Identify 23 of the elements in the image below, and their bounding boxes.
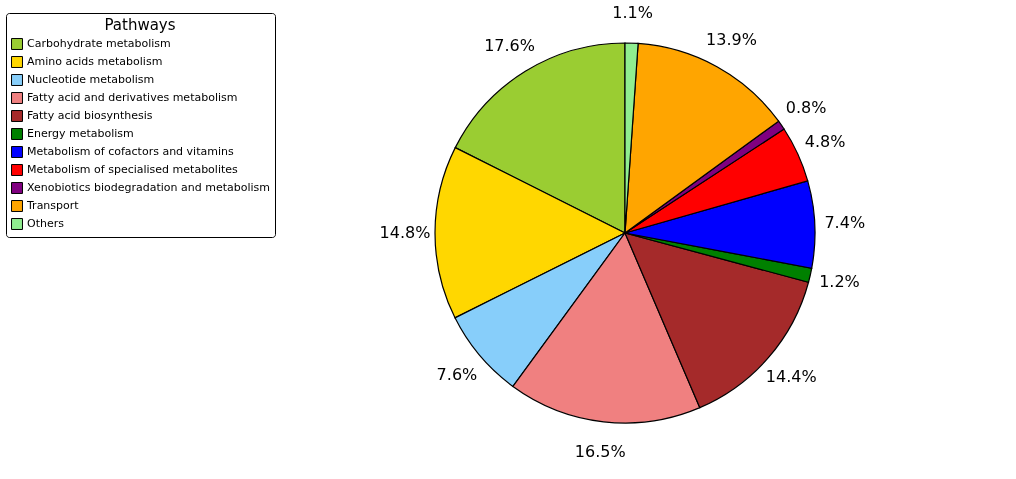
data-label: 7.6% (436, 364, 478, 384)
data-label: 14.4% (765, 367, 817, 387)
legend-label: Fatty acid and derivatives metabolism (27, 91, 238, 104)
data-label: 1.2% (819, 271, 860, 291)
data-label: 4.8% (804, 131, 846, 151)
legend-label: Metabolism of specialised metabolites (27, 163, 239, 176)
legend-title: Pathways (104, 16, 176, 34)
data-label: 0.8% (785, 98, 827, 118)
data-label: 14.8% (379, 222, 431, 242)
legend-label: Amino acids metabolism (27, 55, 163, 68)
legend-label: Nucleotide metabolism (27, 73, 155, 86)
legend-label: Transport (26, 199, 80, 212)
legend-label: Xenobiotics biodegradation and metabolism (27, 181, 270, 194)
data-label: 13.9% (706, 30, 757, 50)
legend-label: Carbohydrate metabolism (27, 37, 171, 50)
data-label: 16.5% (574, 441, 626, 461)
legend-label: Energy metabolism (27, 127, 134, 140)
legend-label: Others (27, 217, 65, 230)
legend-label: Metabolism of cofactors and vitamins (27, 145, 234, 158)
data-label: 7.4% (824, 212, 866, 232)
legend-label: Fatty acid biosynthesis (27, 109, 153, 122)
data-label: 1.1% (612, 3, 653, 23)
data-label: 17.6% (484, 35, 535, 55)
